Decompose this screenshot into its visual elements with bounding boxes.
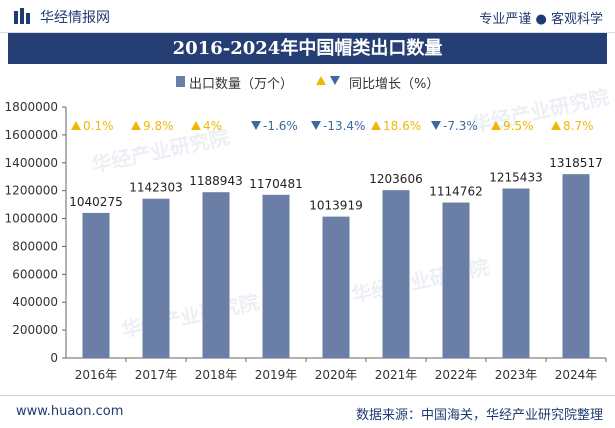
bar bbox=[262, 194, 290, 358]
logo-icon bbox=[14, 8, 30, 24]
bar bbox=[562, 174, 590, 358]
bar-value-label: 1114762 bbox=[429, 185, 482, 199]
x-tick-label: 2024年 bbox=[555, 368, 598, 382]
y-tick-label: 400000 bbox=[12, 295, 58, 309]
bar-value-label: 1170481 bbox=[249, 177, 302, 191]
legend-label-export: 出口数量（万个） bbox=[189, 77, 294, 92]
bar bbox=[142, 198, 170, 358]
y-tick-label: 0 bbox=[50, 351, 58, 365]
chart-title: 2016-2024年中国帽类出口数量 bbox=[8, 33, 607, 64]
x-tick-label: 2016年 bbox=[75, 368, 118, 382]
growth-up-marker bbox=[551, 121, 561, 130]
bar-value-label: 1142303 bbox=[129, 181, 182, 195]
x-tick-label: 2018年 bbox=[195, 368, 238, 382]
x-tick-label: 2017年 bbox=[135, 368, 178, 382]
legend-swatch-bar bbox=[176, 76, 185, 87]
growth-label: -1.6% bbox=[263, 119, 298, 133]
footer: www.huaon.com 数据来源：中国海关，华经产业研究院整理 bbox=[0, 395, 615, 428]
growth-up-marker bbox=[191, 121, 201, 130]
bar bbox=[442, 202, 470, 358]
growth-up-marker bbox=[491, 121, 501, 130]
site-name: 华经情报网 bbox=[40, 10, 110, 26]
bar-value-label: 1013919 bbox=[309, 199, 362, 213]
y-tick-label: 800000 bbox=[12, 239, 58, 253]
x-tick-label: 2021年 bbox=[375, 368, 418, 382]
legend: 出口数量（万个） 同比增长（%） bbox=[0, 72, 615, 92]
y-tick-label: 1400000 bbox=[5, 156, 58, 170]
bar-value-label: 1203606 bbox=[369, 172, 422, 186]
legend-up-triangle-icon bbox=[316, 76, 326, 85]
growth-label: -13.4% bbox=[323, 119, 365, 133]
growth-up-marker bbox=[131, 121, 141, 130]
bar-chart: 0 200000 400000 600000 800000 1000000 1200000 1… bbox=[5, 100, 607, 382]
slogan: 专业严谨 ● 客观科学 bbox=[479, 12, 603, 27]
y-tick-label: 600000 bbox=[12, 267, 58, 281]
footer-url[interactable]: www.huaon.com bbox=[16, 404, 124, 419]
bar-value-label: 1188943 bbox=[189, 174, 242, 188]
y-tick-label: 1600000 bbox=[5, 128, 58, 142]
legend-label-growth: 同比增长（%） bbox=[349, 77, 440, 92]
growth-label: 9.8% bbox=[143, 119, 174, 133]
growth-label: 9.5% bbox=[503, 119, 534, 133]
y-tick-label: 1800000 bbox=[5, 100, 58, 114]
y-tick-label: 1000000 bbox=[5, 212, 58, 226]
y-tick-label: 1200000 bbox=[5, 184, 58, 198]
bar bbox=[322, 216, 350, 358]
growth-down-marker bbox=[431, 121, 441, 130]
growth-up-marker bbox=[71, 121, 81, 130]
growth-label: 8.7% bbox=[563, 119, 594, 133]
bar-value-label: 1318517 bbox=[549, 156, 602, 170]
bar bbox=[82, 212, 110, 358]
bar-value-label: 1215433 bbox=[489, 171, 542, 185]
y-tick-label: 200000 bbox=[12, 323, 58, 337]
bar-value-label: 1040275 bbox=[69, 195, 122, 209]
bar bbox=[502, 188, 530, 358]
data-source: 数据来源：中国海关，华经产业研究院整理 bbox=[355, 408, 603, 423]
growth-up-marker bbox=[371, 121, 381, 130]
growth-label: -7.3% bbox=[443, 119, 478, 133]
x-tick-label: 2020年 bbox=[315, 368, 358, 382]
legend-down-triangle-icon bbox=[330, 76, 340, 85]
top-bar: 华经情报网 专业严谨 ● 客观科学 bbox=[0, 0, 615, 33]
growth-label: 0.1% bbox=[83, 119, 114, 133]
growth-label: 4% bbox=[203, 119, 222, 133]
growth-down-marker bbox=[311, 121, 321, 130]
growth-label: 18.6% bbox=[383, 119, 421, 133]
x-tick-label: 2022年 bbox=[435, 368, 478, 382]
bar bbox=[382, 190, 410, 358]
x-tick-label: 2023年 bbox=[495, 368, 538, 382]
bar bbox=[202, 192, 230, 358]
growth-down-marker bbox=[251, 121, 261, 130]
x-tick-label: 2019年 bbox=[255, 368, 298, 382]
